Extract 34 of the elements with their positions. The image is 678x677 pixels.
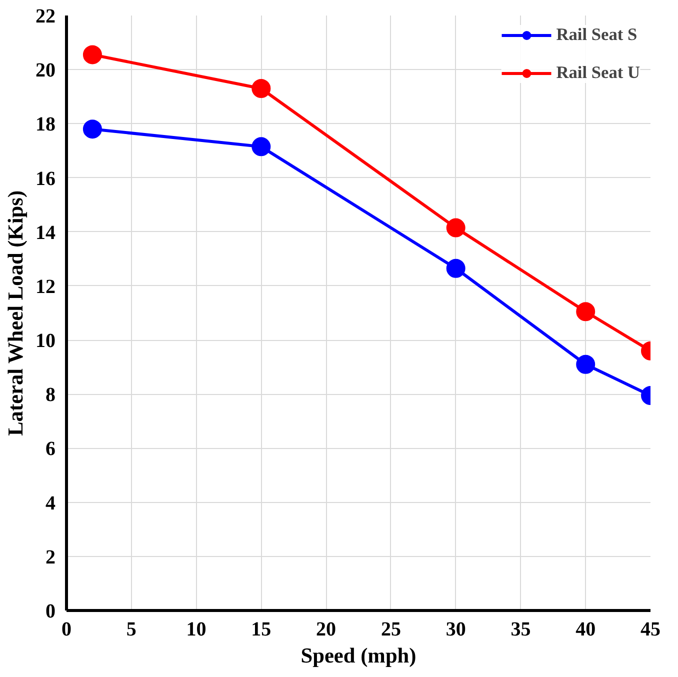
y-tick-label: 2	[46, 546, 56, 568]
y-tick-label: 10	[36, 330, 56, 352]
x-tick-label: 25	[380, 618, 401, 640]
y-tick-label: 20	[36, 60, 56, 82]
y-tick-label: 4	[46, 492, 56, 514]
y-tick-label: 0	[46, 600, 56, 622]
point	[252, 79, 271, 98]
y-tick-label: 12	[36, 276, 56, 298]
y-axis-title: Lateral Wheel Load (Kips)	[4, 190, 28, 436]
x-tick-label: 15	[251, 618, 272, 640]
point	[446, 218, 466, 238]
y-tick-label: 8	[46, 384, 56, 406]
x-tick-label: 45	[640, 618, 660, 640]
y-tick-label: 14	[36, 222, 56, 244]
point	[576, 302, 596, 322]
x-tick-label: 40	[576, 618, 596, 640]
y-tick-label: 16	[36, 168, 56, 190]
y-tick-label: 18	[36, 114, 56, 136]
x-tick-label: 35	[510, 618, 531, 640]
point	[446, 258, 466, 278]
x-tick-label: 0	[62, 618, 72, 640]
x-tick-label: 20	[316, 618, 336, 640]
x-tick-label: 30	[446, 618, 466, 640]
point	[82, 120, 102, 139]
x-tick-label: 10	[186, 618, 206, 640]
legend-label: Rail Seat S	[556, 25, 638, 45]
y-tick-label: 22	[36, 6, 56, 28]
y-tick-label: 6	[46, 438, 56, 460]
point	[252, 137, 271, 156]
point	[82, 45, 102, 64]
x-tick-label: 5	[126, 618, 136, 640]
point	[576, 354, 596, 374]
x-axis-title: Speed (mph)	[300, 644, 416, 668]
legend-label: Rail Seat U	[556, 63, 640, 83]
